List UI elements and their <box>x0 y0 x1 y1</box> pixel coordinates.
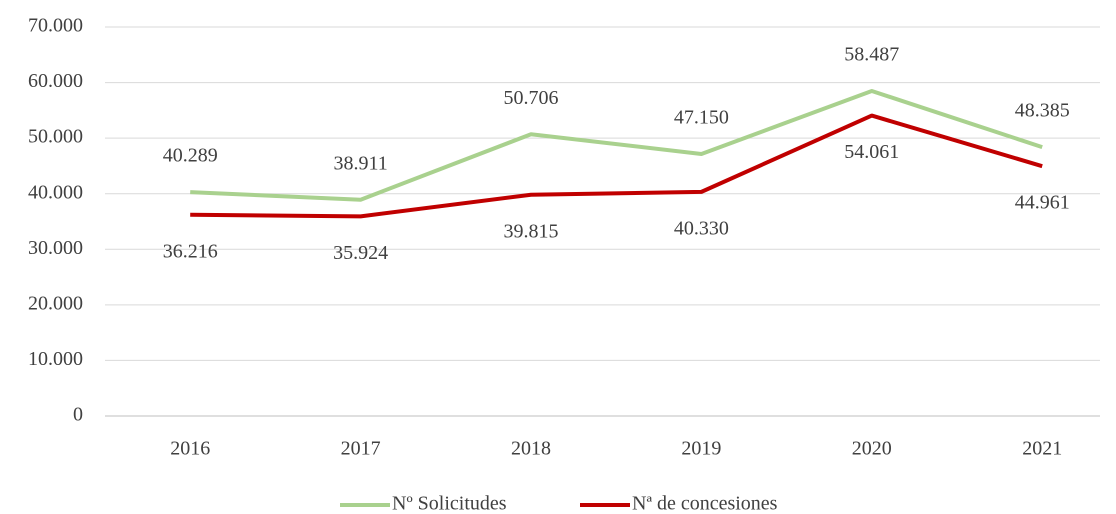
x-tick-label: 2018 <box>511 438 551 460</box>
data-label: 47.150 <box>674 107 729 129</box>
data-label: 39.815 <box>504 220 559 242</box>
y-tick-label: 50.000 <box>28 126 83 148</box>
data-label: 58.487 <box>844 44 899 66</box>
y-tick-label: 0 <box>73 404 83 426</box>
x-tick-label: 2017 <box>341 438 381 460</box>
x-tick-label: 2021 <box>1022 438 1062 460</box>
legend-label: Nª de concesiones <box>632 493 778 514</box>
data-label: 36.216 <box>163 240 218 262</box>
data-label: 35.924 <box>333 242 388 264</box>
data-label: 48.385 <box>1015 100 1070 122</box>
data-label: 40.289 <box>163 145 218 167</box>
y-tick-label: 20.000 <box>28 292 83 314</box>
x-tick-label: 2020 <box>852 438 892 460</box>
y-tick-label: 30.000 <box>28 237 83 259</box>
y-tick-label: 40.000 <box>28 181 83 203</box>
series-line <box>190 88 1043 202</box>
data-label: 40.330 <box>674 217 729 239</box>
data-label: 50.706 <box>504 87 559 109</box>
x-tick-label: 2019 <box>681 438 721 460</box>
x-tick-label: 2016 <box>170 438 210 460</box>
y-tick-label: 60.000 <box>28 70 83 92</box>
data-label: 54.061 <box>844 141 899 163</box>
data-label: 44.961 <box>1015 192 1070 214</box>
data-label: 38.911 <box>333 152 387 174</box>
y-tick-label: 10.000 <box>28 348 83 370</box>
legend-label: Nº Solicitudes <box>392 493 507 514</box>
series-line <box>190 113 1043 219</box>
y-tick-label: 70.000 <box>28 15 83 37</box>
